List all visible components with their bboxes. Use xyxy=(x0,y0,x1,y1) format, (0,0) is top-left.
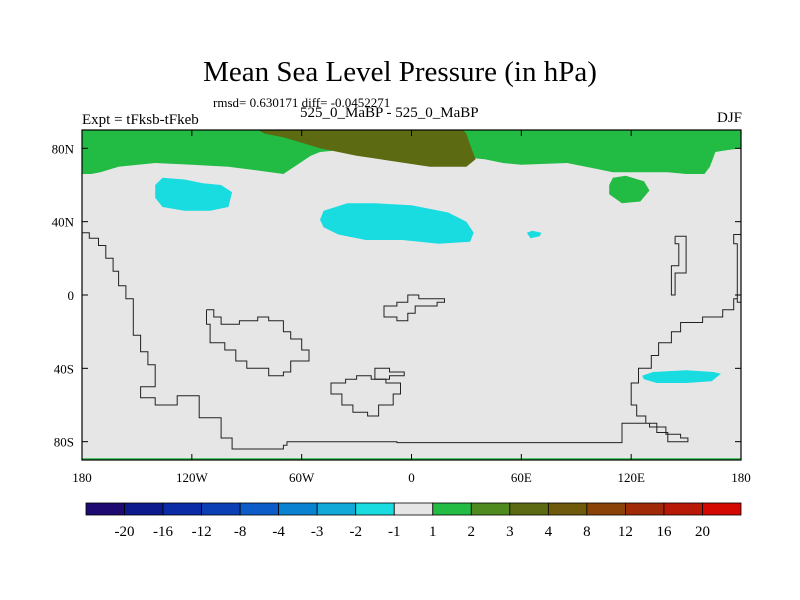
colorbar-label-9: 1 xyxy=(429,524,437,540)
coastline-4 xyxy=(330,375,401,417)
region-south-indian-ocean-negative-cell xyxy=(642,370,721,383)
colorbar-swatch-17 xyxy=(702,502,742,516)
colorbar-swatch-12 xyxy=(509,502,549,516)
region-north-atlantic-negative-cell xyxy=(320,203,474,244)
season-label: DJF xyxy=(716,110,742,126)
region-eurasia-small-negative-spot xyxy=(526,230,542,239)
y-tick-label-1: 80N xyxy=(52,141,75,156)
y-tick-label-3: 0 xyxy=(68,288,75,303)
colorbar-swatch-4 xyxy=(201,502,241,516)
colorbar-swatch-1 xyxy=(85,502,125,516)
x-tick-label-4: 0 xyxy=(408,470,415,485)
region-north-pacific-negative-cell xyxy=(155,177,233,211)
colorbar-label-15: 16 xyxy=(656,524,672,540)
colorbar-label-7: -2 xyxy=(349,524,362,540)
colorbar-label-11: 3 xyxy=(506,524,514,540)
colorbar-label-10: 2 xyxy=(468,524,476,540)
stats-text: rmsd= 0.630171 diff= -0.0452271 xyxy=(213,95,391,110)
colorbar-label-1: -20 xyxy=(115,524,135,540)
y-tick-label-5: 80S xyxy=(54,435,74,450)
colorbar-swatch-13 xyxy=(547,502,588,516)
colorbar-swatch-3 xyxy=(162,502,202,516)
colorbar-label-5: -4 xyxy=(272,524,285,540)
colorbar-swatch-9 xyxy=(393,502,434,516)
colorbar-swatch-11 xyxy=(470,502,511,516)
colorbar-swatch-15 xyxy=(625,502,665,516)
y-axis: 80N 40N 0 40S 80S xyxy=(52,141,741,450)
colorbar-swatch-7 xyxy=(316,502,357,516)
colorbar-swatch-2 xyxy=(124,502,164,516)
experiment-label: Expt = tFksb-tFkeb xyxy=(82,112,199,128)
coastline-1 xyxy=(82,232,741,450)
x-tick-label-7: 180 xyxy=(731,470,751,485)
region-east-asia-positive-patch xyxy=(609,175,650,204)
colorbar-label-8: -1 xyxy=(388,524,401,540)
x-axis: 180 120W 60W 0 60E 120E 180 xyxy=(72,130,751,485)
colorbar-label-16: 20 xyxy=(695,524,710,540)
coastline-3 xyxy=(206,309,310,377)
x-tick-label-5: 60E xyxy=(511,470,532,485)
period-label: 525_0_MaBP - 525_0_MaBP xyxy=(300,105,479,121)
colorbar-swatch-5 xyxy=(239,502,280,516)
colorbar-label-6: -3 xyxy=(311,524,324,540)
colorbar-label-3: -12 xyxy=(192,524,212,540)
colorbar-swatch-10 xyxy=(432,502,472,516)
coastlines-layer xyxy=(82,232,741,450)
colorbar-label-2: -16 xyxy=(153,524,173,540)
colorbar-swatch-8 xyxy=(355,502,395,516)
colorbar-label-14: 12 xyxy=(618,524,633,540)
colorbar-label-4: -8 xyxy=(234,524,247,540)
colorbar-label-12: 4 xyxy=(545,524,553,540)
x-tick-label-1: 180 xyxy=(72,470,92,485)
colorbar-swatch-6 xyxy=(278,502,318,516)
colorbar: -20 -16 -12 -8 -4 -3 -2 -1 1 2 3 4 8 12 16 20 xyxy=(85,502,742,540)
colorbar-label-13: 8 xyxy=(583,524,591,540)
x-tick-label-6: 120E xyxy=(617,470,645,485)
y-tick-label-4: 40S xyxy=(54,361,74,376)
chart-title: Mean Sea Level Pressure (in hPa) xyxy=(203,56,597,88)
regions-layer xyxy=(82,130,741,460)
x-tick-label-3: 60W xyxy=(289,470,315,485)
region-arctic-3-to-4-area xyxy=(257,130,476,167)
colorbar-swatch-14 xyxy=(586,502,626,516)
coastline-7 xyxy=(670,235,687,296)
y-tick-label-2: 40N xyxy=(52,215,75,230)
x-tick-label-2: 120W xyxy=(176,470,209,485)
colorbar-swatch-16 xyxy=(663,502,703,516)
coastline-5 xyxy=(374,367,405,380)
coastline-2 xyxy=(733,234,741,299)
coastline-6 xyxy=(383,294,445,322)
